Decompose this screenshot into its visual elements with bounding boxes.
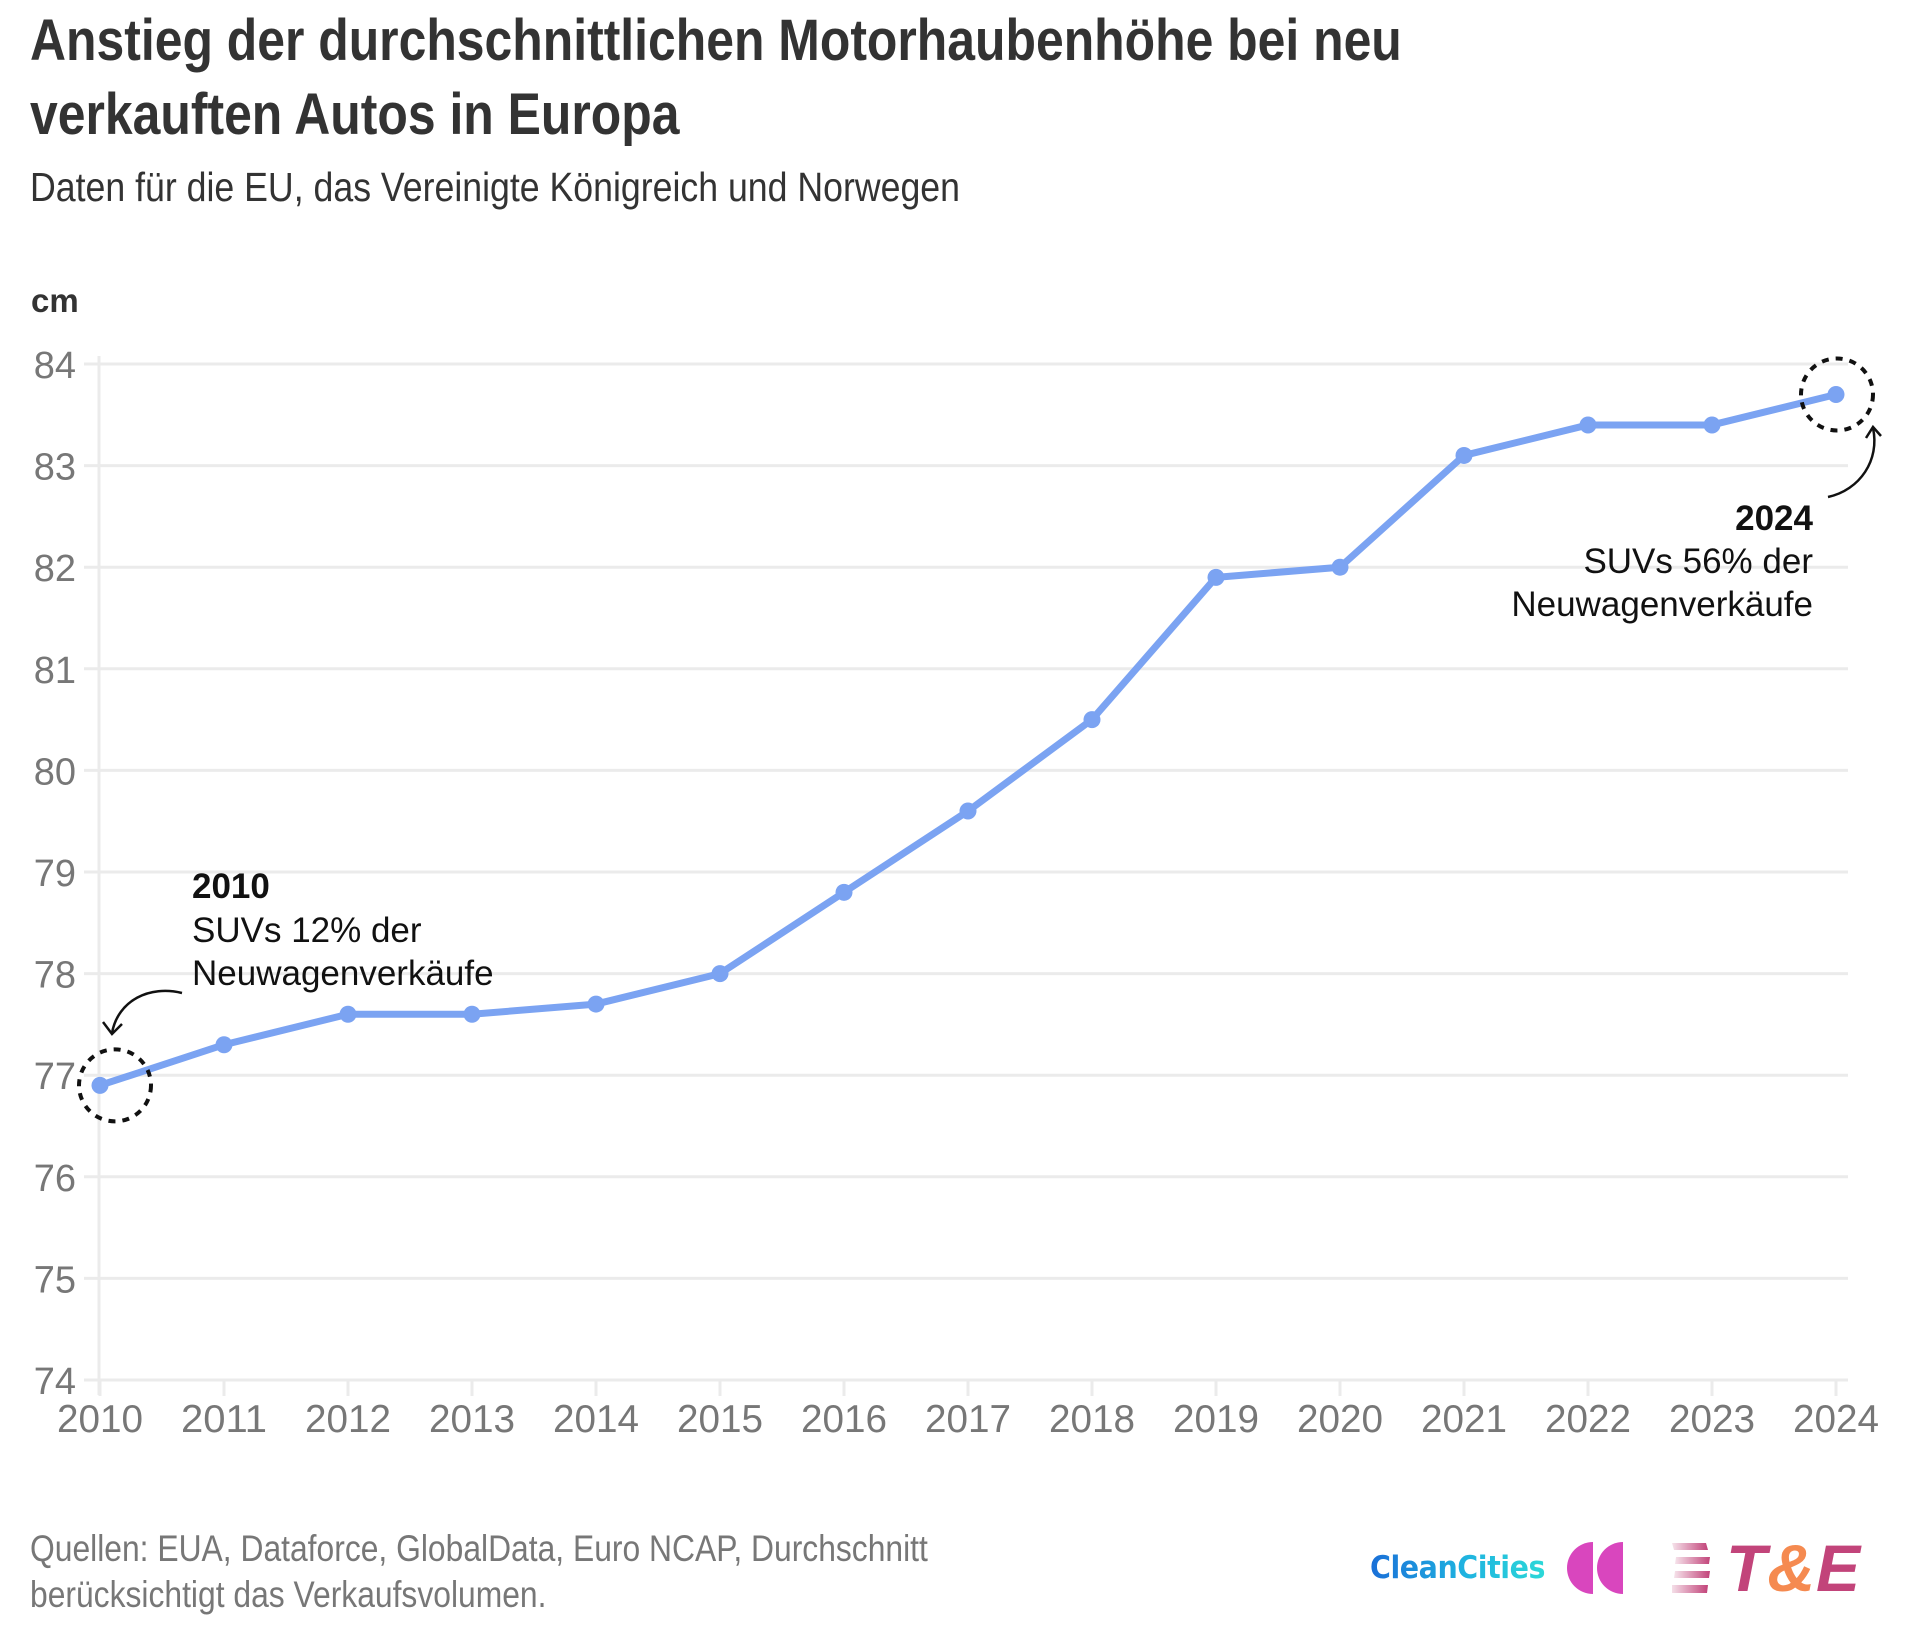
source-note-line1: Quellen: EUA, Dataforce, GlobalData, Eur…	[30, 1528, 928, 1569]
x-tick-label: 2018	[1049, 1398, 1135, 1441]
chart-title: Anstieg der durchschnittlichen Motorhaub…	[30, 4, 1402, 152]
data-point-2022[interactable]	[1579, 416, 1597, 434]
gridlines	[84, 356, 1848, 1395]
clean-cities-logo: CleanCities	[1370, 1546, 1560, 1590]
x-tick-label: 2010	[57, 1398, 143, 1441]
annotation-title-2010: 2010	[192, 867, 270, 906]
data-point-2021[interactable]	[1455, 446, 1473, 464]
annotation-title-2024: 2024	[1735, 499, 1813, 538]
x-axis-ticks: 2010 2011 2012 2013 2014 2015 2016 2017 2018 2019…	[57, 1380, 1879, 1441]
chart-subtitle: Daten für die EU, das Vereinigte Königre…	[30, 164, 960, 210]
te-stripes-icon	[1672, 1543, 1710, 1593]
te-logo-t: T	[1726, 1531, 1768, 1605]
source-note-line2: berücksichtigt das Verkaufsvolumen.	[30, 1574, 547, 1615]
annotations: 2010 SUVs 12% der Neuwagenverkäufe 2024 …	[77, 356, 1882, 1124]
y-tick-label: 77	[34, 1056, 76, 1098]
annotation-arrowhead-2010	[102, 1021, 123, 1036]
x-tick-label: 2012	[305, 1398, 391, 1441]
data-point-2016[interactable]	[835, 883, 853, 901]
te-logo-e: E	[1816, 1531, 1862, 1605]
clean-cities-half-circle-left	[1567, 1542, 1593, 1594]
data-point-2018[interactable]	[1083, 711, 1101, 729]
data-point-2023[interactable]	[1703, 416, 1721, 434]
y-tick-label: 83	[34, 447, 76, 489]
data-point-2017[interactable]	[959, 802, 977, 820]
x-tick-label: 2011	[181, 1398, 267, 1441]
y-tick-label: 82	[34, 548, 76, 590]
data-point-2020[interactable]	[1331, 558, 1349, 576]
annotation-text-2010-line2: Neuwagenverkäufe	[192, 954, 494, 993]
data-point-2012[interactable]	[339, 1005, 357, 1023]
chart-title-line2: verkauften Autos in Europa	[30, 82, 680, 147]
annotation-arrow-2024	[1827, 427, 1876, 499]
annotation-text-2024-line1: SUVs 56% der	[1583, 542, 1813, 581]
te-logo: T&E	[1726, 1533, 1861, 1603]
x-tick-label: 2019	[1173, 1398, 1259, 1441]
annotation-arrow-2010	[110, 989, 183, 1034]
data-point-2014[interactable]	[587, 995, 605, 1013]
y-tick-label: 81	[34, 650, 76, 692]
data-point-2024[interactable]	[1827, 385, 1845, 403]
y-tick-label: 80	[34, 751, 76, 793]
y-axis-unit-label: cm	[31, 282, 79, 319]
highlight-circle-2024	[1799, 356, 1875, 433]
annotation-2010: 2010 SUVs 12% der Neuwagenverkäufe	[77, 867, 494, 1124]
y-tick-label: 78	[34, 955, 76, 997]
x-tick-label: 2021	[1421, 1398, 1507, 1441]
y-tick-label: 79	[34, 853, 76, 895]
chart-title-line1: Anstieg der durchschnittlichen Motorhaub…	[30, 8, 1402, 73]
te-stripe	[1672, 1585, 1708, 1593]
x-tick-label: 2016	[801, 1398, 887, 1441]
annotation-arrowhead-2024	[1864, 424, 1882, 439]
annotation-2024: 2024 SUVs 56% der Neuwagenverkäufe	[1511, 356, 1882, 624]
y-tick-label: 76	[34, 1158, 76, 1200]
x-tick-label: 2015	[677, 1398, 763, 1441]
data-point-2015[interactable]	[711, 965, 729, 983]
clean-cities-mark-icon	[1567, 1542, 1623, 1594]
data-point-2011[interactable]	[215, 1036, 233, 1054]
x-tick-label: 2014	[553, 1398, 639, 1441]
y-tick-label: 74	[34, 1361, 76, 1403]
te-logo-ampersand: &	[1767, 1531, 1816, 1605]
x-tick-label: 2023	[1669, 1398, 1755, 1441]
data-point-2010[interactable]	[91, 1076, 109, 1094]
y-axis-ticks: 74 75 76 77 78 79 80 81 82 83 84	[34, 345, 76, 1403]
annotation-text-2010-line1: SUVs 12% der	[192, 911, 422, 950]
series-line-group	[91, 385, 1845, 1094]
source-note: Quellen: EUA, Dataforce, GlobalData, Eur…	[30, 1526, 928, 1618]
x-tick-label: 2013	[429, 1398, 515, 1441]
x-tick-label: 2022	[1545, 1398, 1631, 1441]
x-tick-label: 2017	[925, 1398, 1011, 1441]
te-stripe	[1674, 1571, 1710, 1578]
clean-cities-wordmark: CleanCities	[1370, 1550, 1545, 1586]
x-tick-label: 2024	[1793, 1398, 1879, 1441]
annotation-text-2024-line2: Neuwagenverkäufe	[1511, 585, 1813, 624]
te-stripe	[1672, 1543, 1708, 1550]
highlight-circle-2010	[77, 1047, 153, 1124]
data-point-2013[interactable]	[463, 1005, 481, 1023]
clean-cities-half-circle-right	[1597, 1542, 1623, 1594]
x-tick-label: 2020	[1297, 1398, 1383, 1441]
te-stripe	[1675, 1557, 1710, 1564]
data-point-2019[interactable]	[1207, 568, 1225, 586]
y-tick-label: 75	[34, 1259, 76, 1301]
y-tick-label: 84	[34, 345, 76, 387]
